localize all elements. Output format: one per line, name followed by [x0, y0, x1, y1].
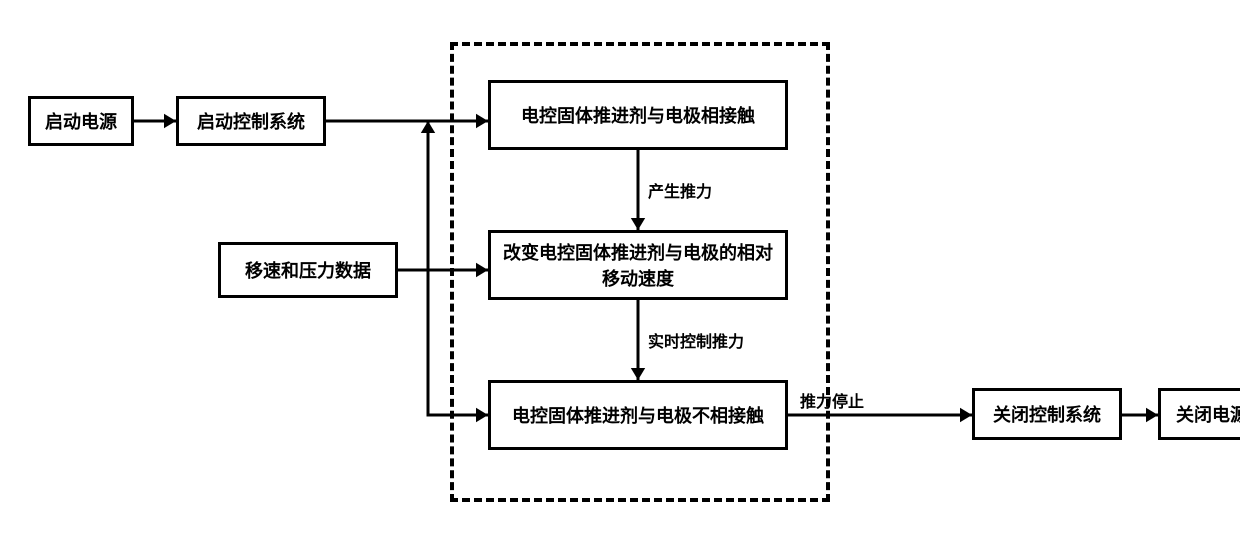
node-close-power: 关闭电源 [1158, 388, 1240, 440]
node-no-contact: 电控固体推进剂与电极不相接触 [488, 380, 788, 450]
node-label: 移速和压力数据 [245, 257, 371, 283]
node-label: 电控固体推进剂与电极相接触 [521, 102, 755, 128]
node-contact: 电控固体推进剂与电极相接触 [488, 80, 788, 150]
node-change-speed: 改变电控固体推进剂与电极的相对移动速度 [488, 230, 788, 300]
node-label: 改变电控固体推进剂与电极的相对移动速度 [499, 239, 777, 291]
edge-label-thrust-stop: 推力停止 [800, 388, 864, 412]
node-label: 启动控制系统 [197, 108, 305, 134]
node-label: 启动电源 [45, 108, 117, 134]
diagram-canvas: 启动电源 启动控制系统 电控固体推进剂与电极相接触 移速和压力数据 改变电控固体… [0, 0, 1240, 534]
edge-label-text: 实时控制推力 [648, 334, 744, 351]
node-start-ctrl: 启动控制系统 [176, 96, 326, 146]
node-start-power: 启动电源 [28, 96, 134, 146]
edge-label-rt-control: 实时控制推力 [648, 328, 744, 352]
node-label: 电控固体推进剂与电极不相接触 [512, 402, 764, 428]
edge-label-text: 推力停止 [800, 394, 864, 411]
node-move-pressure: 移速和压力数据 [218, 242, 398, 298]
edge-label-thrust: 产生推力 [648, 178, 712, 202]
edge-label-text: 产生推力 [648, 184, 712, 201]
node-label: 关闭控制系统 [993, 401, 1101, 427]
node-label: 关闭电源 [1176, 401, 1240, 427]
node-close-ctrl: 关闭控制系统 [972, 388, 1122, 440]
